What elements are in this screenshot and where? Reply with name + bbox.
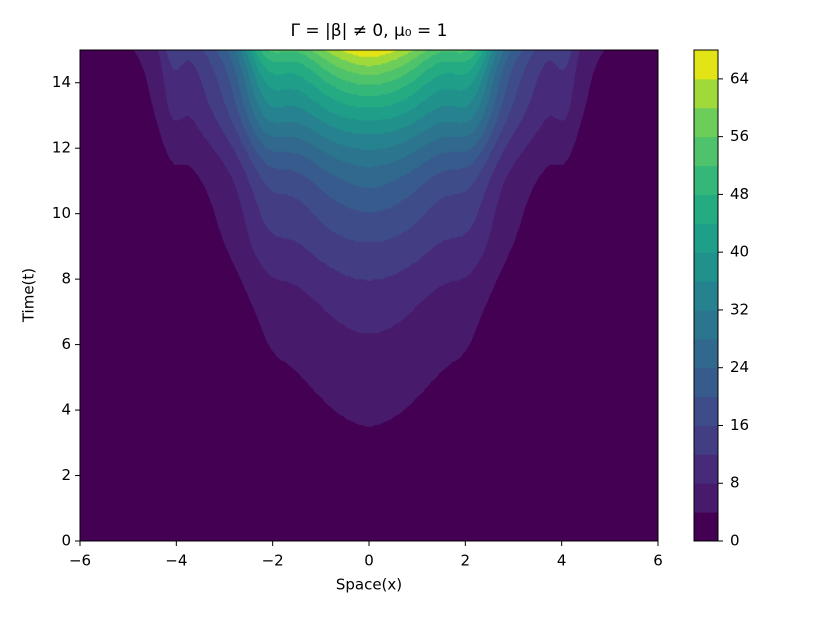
colorbar-band [694, 309, 718, 340]
contour-area [80, 50, 658, 541]
colorbar-band [694, 425, 718, 455]
colorbar-tick-label: 8 [730, 474, 740, 492]
y-tick-label: 14 [52, 73, 71, 91]
chart-title: Γ = |β| ≠ 0, μ₀ = 1 [290, 21, 447, 41]
colorbar-band [694, 165, 718, 195]
x-tick-label: 2 [461, 552, 471, 570]
colorbar-tick-label: 0 [730, 532, 740, 550]
x-tick-label: −4 [165, 552, 187, 570]
y-axis-label: Time(t) [20, 268, 38, 323]
colorbar-band [694, 483, 718, 513]
colorbar-band [694, 396, 718, 426]
x-tick-label: 6 [653, 552, 663, 570]
colorbar-band [694, 512, 718, 542]
y-tick-label: 2 [61, 466, 71, 484]
x-axis-label: Space(x) [336, 576, 402, 594]
colorbar-band [694, 252, 718, 282]
y-tick-label: 4 [61, 401, 71, 419]
colorbar-tick-label: 56 [730, 127, 749, 145]
colorbar-band [694, 223, 718, 253]
y-tick-label: 6 [61, 335, 71, 353]
x-tick-label: 0 [364, 552, 374, 570]
y-tick-label: 0 [61, 532, 71, 550]
contour-band [339, 50, 399, 57]
colorbar-band [694, 136, 718, 167]
colorbar-tick-label: 64 [730, 69, 749, 87]
y-tick-label: 8 [61, 270, 71, 288]
colorbar-tick-label: 32 [730, 300, 749, 318]
y-tick-label: 10 [52, 204, 71, 222]
colorbar-band [694, 194, 718, 224]
colorbar-band [694, 338, 718, 369]
colorbar-frame [693, 49, 719, 542]
contour-band [324, 50, 414, 67]
colorbar-band [694, 50, 718, 80]
x-tick-label: −2 [262, 552, 284, 570]
colorbar-band [694, 78, 718, 109]
x-tick-label: 4 [557, 552, 567, 570]
colorbar-band [694, 367, 718, 398]
y-tick-label: 12 [52, 139, 71, 157]
colorbar-tick-label: 16 [730, 416, 749, 434]
colorbar-tick-label: 48 [730, 185, 749, 203]
colorbar-band [694, 281, 718, 311]
colorbar-band [694, 107, 718, 138]
x-tick-label: −6 [69, 552, 91, 570]
colorbar-tick-label: 40 [730, 243, 749, 261]
colorbar-band [694, 454, 718, 484]
colorbar-tick-label: 24 [730, 358, 749, 376]
